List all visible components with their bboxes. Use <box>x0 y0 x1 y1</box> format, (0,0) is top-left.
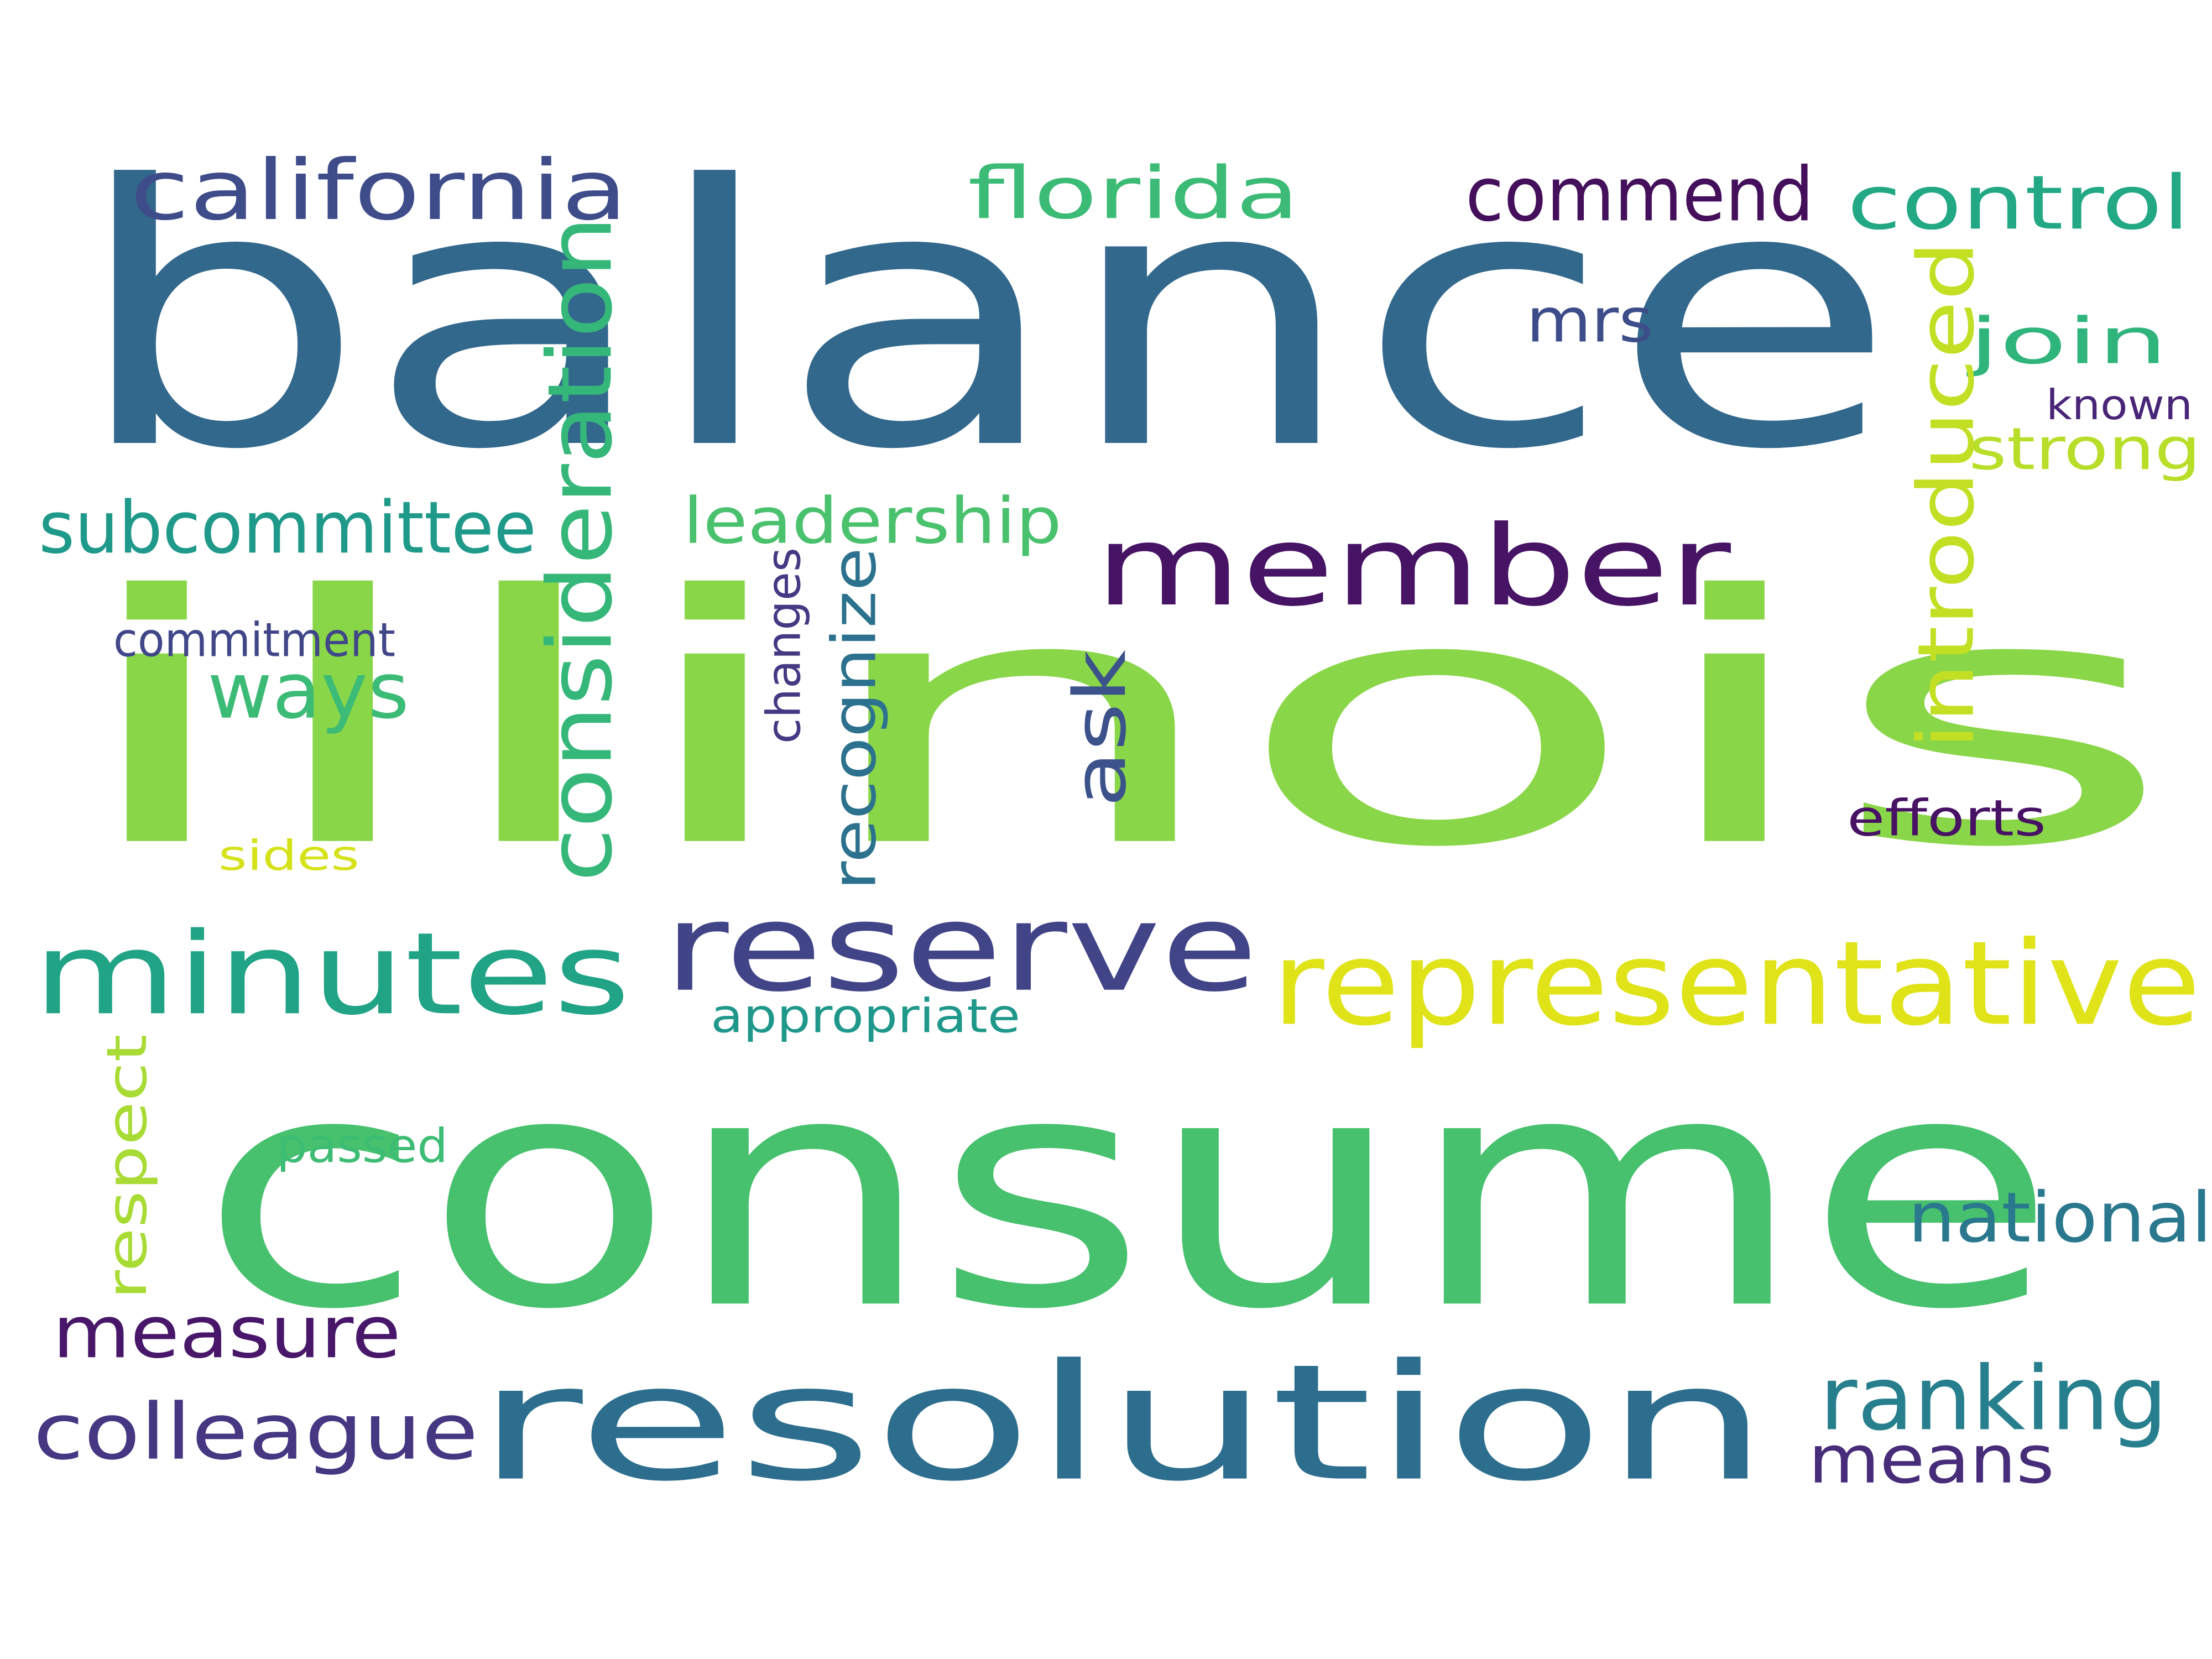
word-reserve: reserve <box>664 877 1258 1019</box>
word-measure: measure <box>53 1290 401 1375</box>
word-ranking: ranking <box>1819 1347 2168 1451</box>
word-resolution: resolution <box>476 1329 1770 1517</box>
word-control: control <box>1847 159 2190 247</box>
word-mrs: mrs <box>1526 285 1653 356</box>
word-sides: sides <box>218 831 359 880</box>
word-subcommittee: subcommittee <box>39 486 536 570</box>
word-introduced: introduced <box>1901 241 1992 749</box>
word-representative: representative <box>1272 916 2201 1052</box>
word-colleague: colleague <box>33 1386 478 1478</box>
word-respect: respect <box>95 1034 159 1300</box>
word-known: known <box>2046 380 2193 429</box>
word-appropriate: appropriate <box>711 988 1020 1044</box>
word-minutes: minutes <box>33 907 630 1041</box>
word-national: national <box>1908 1177 2212 1258</box>
word-efforts: efforts <box>1847 789 2046 848</box>
word-consideration: consideration <box>528 216 632 882</box>
word-strong: strong <box>1969 415 2201 483</box>
word-changes: changes <box>756 547 811 744</box>
word-ask: ask <box>1058 650 1142 807</box>
word-leadership: leadership <box>683 483 1062 559</box>
word-consume: consume <box>199 1005 2057 1381</box>
word-ways: ways <box>207 645 409 737</box>
word-california: california <box>130 142 628 239</box>
word-passed: passed <box>276 1118 448 1173</box>
word-join: join <box>1969 304 2168 379</box>
word-recognize: recognize <box>818 547 890 890</box>
word-commend: commend <box>1465 150 1814 238</box>
word-means: means <box>1808 1421 2054 1499</box>
word-illinois: illinois <box>64 522 2176 924</box>
word-commitment: commitment <box>113 612 395 667</box>
word-balance: balance <box>72 108 1897 529</box>
word-florida: florida <box>968 151 1300 236</box>
word-member: member <box>1095 502 1731 631</box>
